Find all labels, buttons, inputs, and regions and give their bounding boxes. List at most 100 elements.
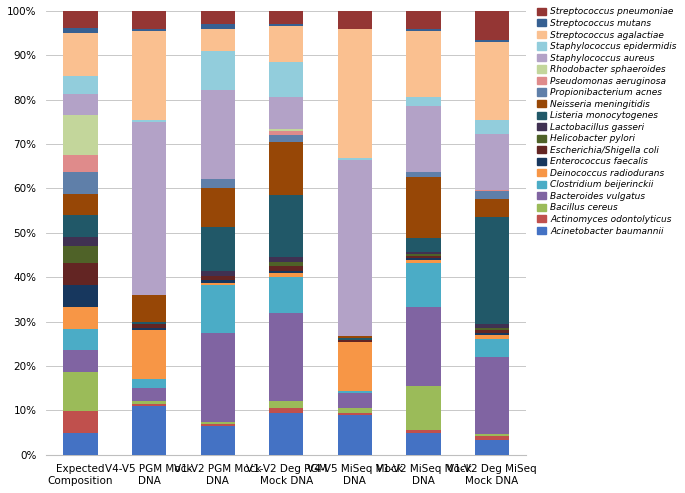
Bar	[269, 273, 303, 277]
Bar	[201, 187, 235, 227]
Bar	[132, 401, 166, 404]
Bar	[63, 263, 98, 285]
Bar	[406, 260, 440, 263]
Bar	[132, 321, 166, 324]
Bar	[63, 115, 98, 154]
Bar	[63, 285, 98, 307]
Bar	[63, 172, 98, 194]
Bar	[132, 11, 166, 29]
Bar	[63, 194, 98, 215]
Bar	[132, 330, 166, 379]
Bar	[132, 328, 166, 330]
Bar	[63, 411, 98, 433]
Bar	[63, 94, 98, 115]
Bar	[201, 11, 235, 24]
Bar	[63, 154, 98, 172]
Bar	[269, 195, 303, 257]
Bar	[269, 262, 303, 266]
Bar	[475, 339, 509, 357]
Bar	[201, 285, 235, 333]
Bar	[201, 24, 235, 29]
Bar	[63, 246, 98, 263]
Bar	[132, 295, 166, 321]
Bar	[63, 11, 98, 29]
Bar	[63, 76, 98, 94]
Bar	[475, 434, 509, 436]
Bar	[475, 191, 509, 199]
Bar	[406, 307, 440, 387]
Bar	[132, 379, 166, 388]
Bar	[269, 129, 303, 131]
Bar	[338, 338, 372, 340]
Bar	[201, 282, 235, 285]
Legend: Streptococcus pneumoniae, Streptococcus mutans, Streptococcus agalactiae, Staphy: Streptococcus pneumoniae, Streptococcus …	[536, 6, 677, 237]
Bar	[338, 408, 372, 413]
Bar	[406, 31, 440, 97]
Bar	[63, 215, 98, 237]
Bar	[475, 357, 509, 434]
Bar	[475, 120, 509, 134]
Bar	[63, 29, 98, 33]
Bar	[269, 142, 303, 195]
Bar	[201, 281, 235, 282]
Bar	[201, 227, 235, 272]
Bar	[338, 11, 372, 29]
Bar	[406, 251, 440, 254]
Bar	[475, 42, 509, 120]
Bar	[132, 122, 166, 295]
Bar	[201, 426, 235, 455]
Bar	[406, 238, 440, 251]
Bar	[201, 179, 235, 187]
Bar	[201, 333, 235, 422]
Bar	[338, 160, 372, 336]
Bar	[406, 97, 440, 106]
Bar	[338, 336, 372, 338]
Bar	[338, 30, 372, 158]
Bar	[201, 51, 235, 90]
Bar	[475, 328, 509, 329]
Bar	[63, 237, 98, 246]
Bar	[475, 190, 509, 191]
Bar	[201, 90, 235, 179]
Bar	[269, 27, 303, 62]
Bar	[406, 106, 440, 172]
Bar	[406, 176, 440, 238]
Bar	[338, 413, 372, 415]
Bar	[132, 29, 166, 31]
Bar	[63, 307, 98, 328]
Bar	[475, 199, 509, 217]
Bar	[475, 134, 509, 190]
Bar	[269, 62, 303, 98]
Bar	[269, 11, 303, 24]
Bar	[269, 131, 303, 135]
Bar	[475, 324, 509, 328]
Bar	[406, 387, 440, 430]
Bar	[406, 11, 440, 29]
Bar	[201, 272, 235, 276]
Bar	[132, 406, 166, 455]
Bar	[475, 11, 509, 40]
Bar	[132, 31, 166, 120]
Bar	[132, 388, 166, 401]
Bar	[201, 276, 235, 281]
Bar	[132, 404, 166, 406]
Bar	[132, 120, 166, 122]
Bar	[269, 413, 303, 455]
Bar	[338, 29, 372, 30]
Bar	[475, 329, 509, 333]
Bar	[269, 408, 303, 413]
Bar	[406, 256, 440, 258]
Bar	[201, 422, 235, 424]
Bar	[406, 258, 440, 260]
Bar	[475, 335, 509, 339]
Bar	[475, 333, 509, 335]
Bar	[338, 415, 372, 455]
Bar	[338, 391, 372, 393]
Bar	[269, 257, 303, 262]
Bar	[269, 266, 303, 271]
Bar	[63, 328, 98, 351]
Bar	[475, 40, 509, 42]
Bar	[269, 271, 303, 273]
Bar	[269, 24, 303, 27]
Bar	[338, 393, 372, 408]
